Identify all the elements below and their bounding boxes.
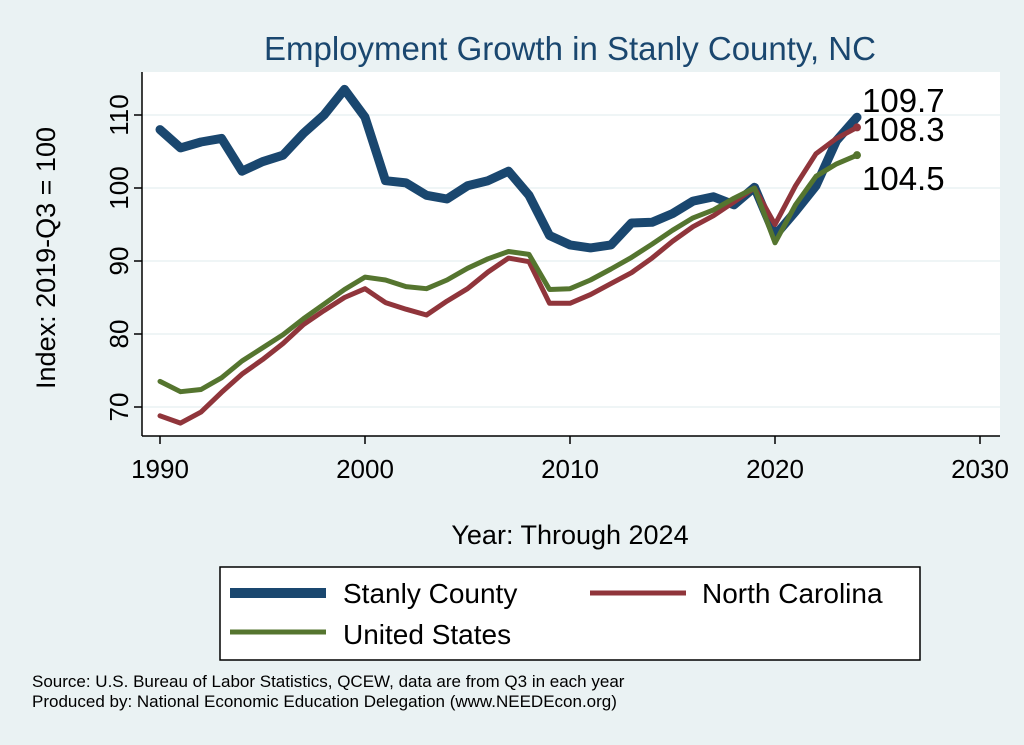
series-lines [155, 84, 862, 426]
series-endpoint-nc [853, 123, 861, 132]
end-label-nc: 108.3 [862, 111, 945, 148]
tick-label-x-2010: 2010 [541, 454, 599, 484]
tick-label-y-70: 70 [104, 393, 134, 422]
legend: Stanly County North Carolina United Stat… [219, 566, 921, 661]
legend-label-stanly: Stanly County [343, 578, 517, 609]
series-endpoint-us [853, 151, 861, 160]
tick-label-y-80: 80 [104, 320, 134, 349]
end-label-us: 104.5 [862, 160, 945, 197]
tick-label-y-90: 90 [104, 247, 134, 276]
tick-label-x-2020: 2020 [746, 454, 804, 484]
tick-label-y-100: 100 [104, 166, 134, 209]
y-axis-label: Index: 2019-Q3 = 100 [31, 127, 61, 389]
tick-label-x-2000: 2000 [336, 454, 394, 484]
chart-title: Employment Growth in Stanly County, NC [264, 30, 876, 67]
legend-label-us: United States [343, 619, 511, 650]
axes: 70 80 90 100 110 1990 2000 2010 2020 2030 [104, 72, 1009, 484]
legend-label-nc: North Carolina [702, 578, 883, 609]
tick-label-y-110: 110 [104, 94, 134, 135]
tick-label-x-2030: 2030 [951, 454, 1009, 484]
end-label-stanly: 109.7 [862, 82, 945, 119]
series-endpoint-stanly [853, 113, 861, 122]
tick-label-x-1990: 1990 [131, 454, 189, 484]
legend-box [219, 566, 921, 661]
producer-note: Produced by: National Economic Education… [32, 692, 617, 711]
x-axis-label: Year: Through 2024 [451, 520, 688, 550]
series-line-us [157, 152, 860, 395]
source-note: Source: U.S. Bureau of Labor Statistics,… [32, 672, 625, 691]
plot-area [142, 72, 1000, 436]
